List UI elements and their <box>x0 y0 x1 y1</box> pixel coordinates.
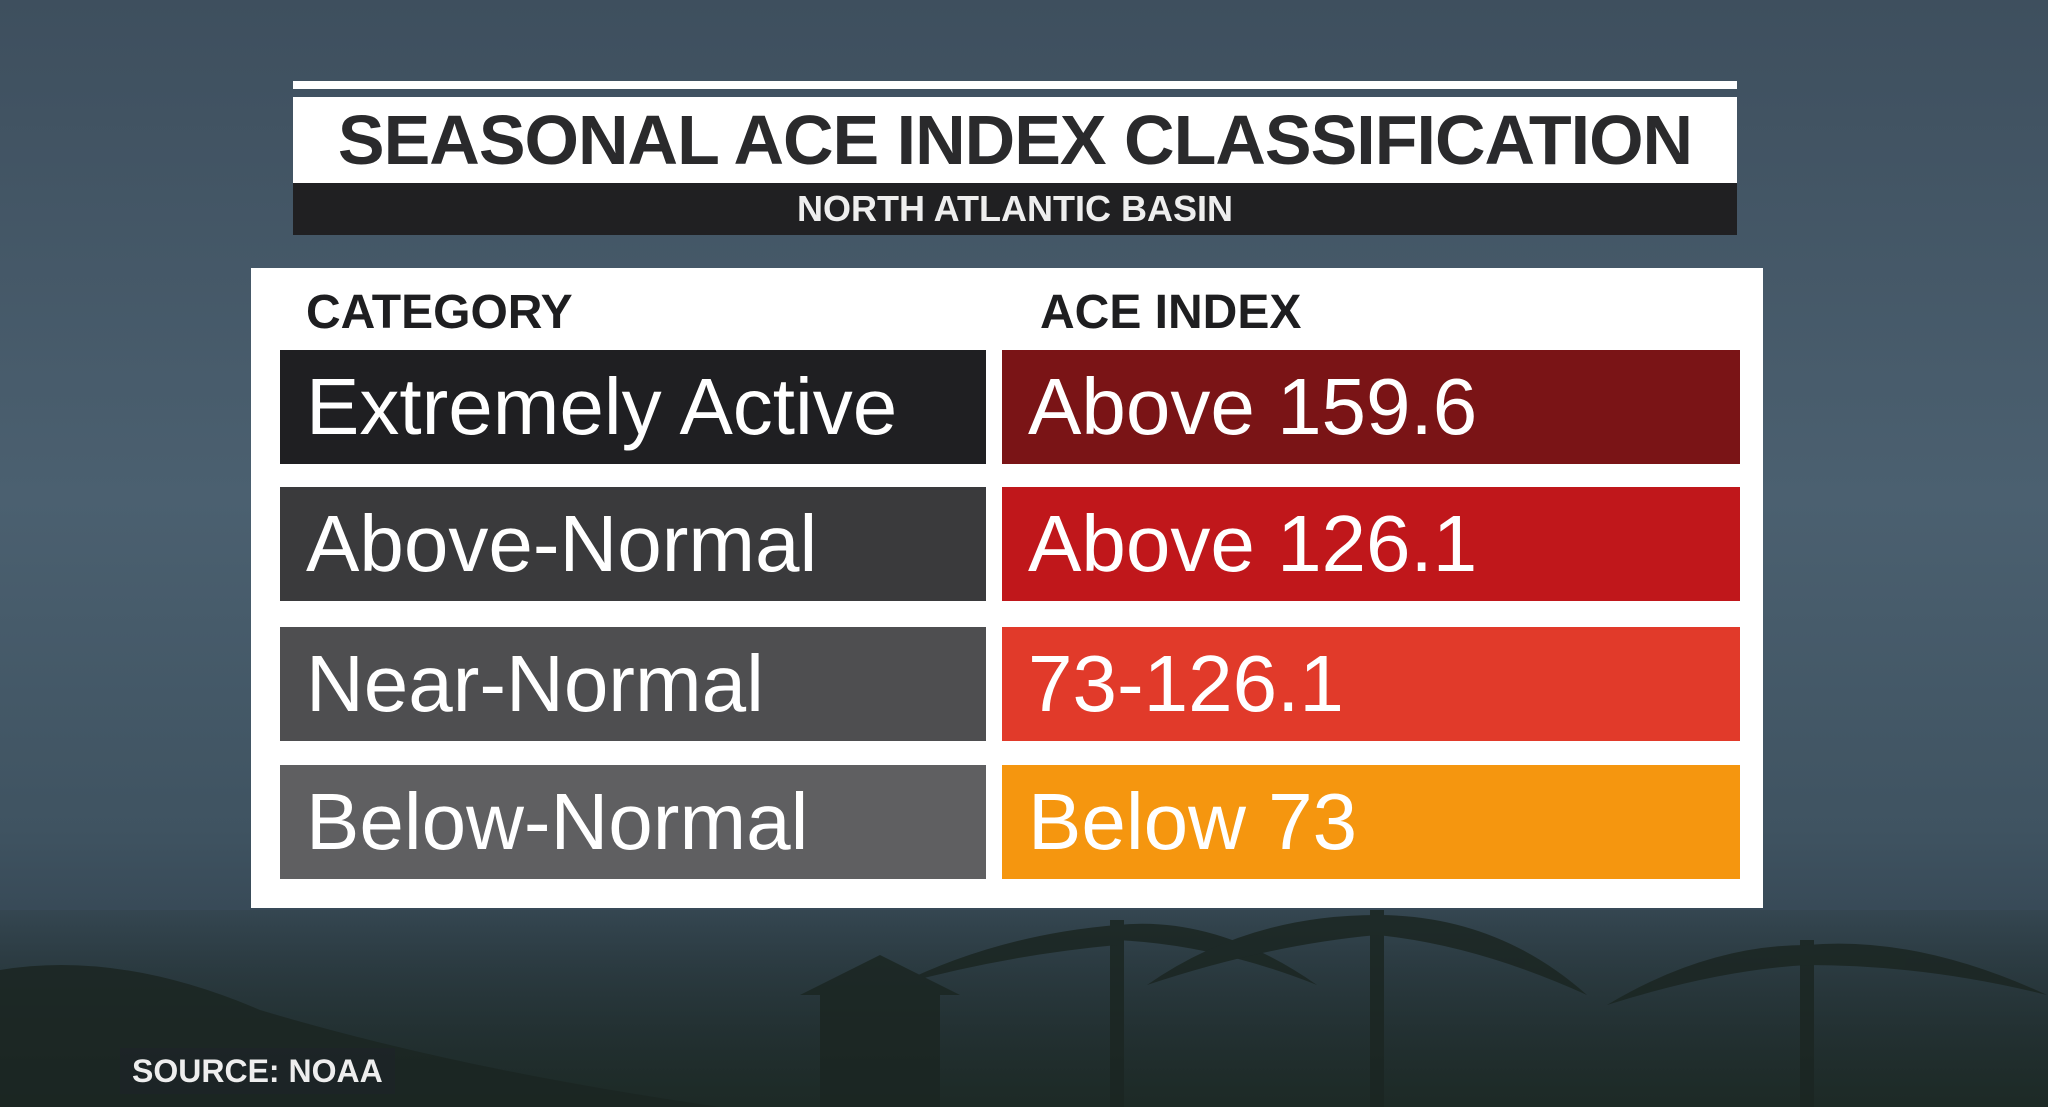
ace-index-cell: Above 126.1 <box>1002 487 1740 601</box>
ace-index-cell: Above 159.6 <box>1002 350 1740 464</box>
source: SOURCE: NOAA <box>120 1048 395 1094</box>
category-cell: Below-Normal <box>280 765 986 879</box>
category-cell: Above-Normal <box>280 487 986 601</box>
column-header: ACE INDEX <box>1040 286 1302 339</box>
ace-index-cell: Below 73 <box>1002 765 1740 879</box>
title-rule <box>293 81 1737 89</box>
title: SEASONAL ACE INDEX CLASSIFICATION <box>293 97 1737 183</box>
category-cell: Extremely Active <box>280 350 986 464</box>
column-header: CATEGORY <box>306 286 573 339</box>
ace-index-cell: 73-126.1 <box>1002 627 1740 741</box>
category-cell: Near-Normal <box>280 627 986 741</box>
subtitle: NORTH ATLANTIC BASIN <box>293 183 1737 235</box>
